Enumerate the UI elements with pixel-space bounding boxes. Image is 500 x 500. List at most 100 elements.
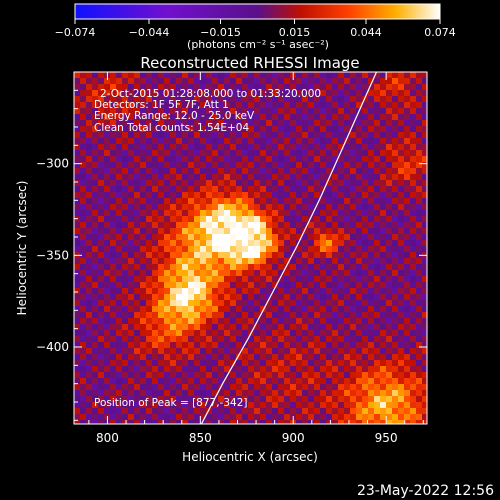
- heatmap-pixel: [302, 150, 308, 156]
- heatmap-pixel: [194, 72, 200, 78]
- heatmap-pixel: [278, 84, 284, 90]
- heatmap-pixel: [248, 402, 254, 408]
- heatmap-pixel: [92, 324, 98, 330]
- heatmap-pixel: [302, 246, 308, 252]
- heatmap-pixel: [320, 372, 326, 378]
- heatmap-pixel: [74, 78, 80, 84]
- heatmap-pixel: [230, 270, 236, 276]
- heatmap-pixel: [158, 258, 164, 264]
- heatmap-pixel: [218, 336, 224, 342]
- heatmap-pixel: [350, 228, 356, 234]
- heatmap-pixel: [422, 174, 427, 180]
- heatmap-pixel: [110, 204, 116, 210]
- heatmap-pixel: [170, 222, 176, 228]
- heatmap-pixel: [200, 324, 206, 330]
- heatmap-pixel: [212, 402, 218, 408]
- heatmap-pixel: [260, 162, 266, 168]
- heatmap-pixel: [242, 96, 248, 102]
- heatmap-pixel: [188, 126, 194, 132]
- heatmap-pixel: [248, 306, 254, 312]
- heatmap-pixel: [368, 90, 374, 96]
- heatmap-pixel: [86, 336, 92, 342]
- heatmap-pixel: [254, 138, 260, 144]
- heatmap-pixel: [278, 138, 284, 144]
- heatmap-pixel: [104, 318, 110, 324]
- heatmap-pixel: [146, 312, 152, 318]
- heatmap-pixel: [290, 306, 296, 312]
- heatmap-pixel: [272, 72, 278, 78]
- heatmap-pixel: [128, 342, 134, 348]
- heatmap-pixel: [290, 96, 296, 102]
- heatmap-pixel: [248, 378, 254, 384]
- heatmap-pixel: [308, 78, 314, 84]
- heatmap-pixel: [302, 396, 308, 402]
- heatmap-pixel: [416, 78, 422, 84]
- heatmap-pixel: [314, 216, 320, 222]
- heatmap-pixel: [266, 372, 272, 378]
- heatmap-pixel: [80, 252, 86, 258]
- heatmap-pixel: [332, 306, 338, 312]
- heatmap-pixel: [356, 180, 362, 186]
- heatmap-pixel: [122, 168, 128, 174]
- heatmap-pixel: [128, 126, 134, 132]
- heatmap-pixel: [398, 210, 404, 216]
- heatmap-pixel: [272, 342, 278, 348]
- heatmap-pixel: [110, 156, 116, 162]
- heatmap-pixel: [116, 168, 122, 174]
- heatmap-pixel: [80, 372, 86, 378]
- heatmap-pixel: [404, 294, 410, 300]
- heatmap-pixel: [272, 294, 278, 300]
- heatmap-pixel: [170, 84, 176, 90]
- heatmap-pixel: [194, 174, 200, 180]
- heatmap-pixel: [164, 174, 170, 180]
- heatmap-pixel: [356, 84, 362, 90]
- heatmap-pixel: [404, 270, 410, 276]
- heatmap-pixel: [230, 252, 236, 258]
- heatmap-pixel: [116, 138, 122, 144]
- heatmap-pixel: [332, 168, 338, 174]
- heatmap-pixel: [308, 126, 314, 132]
- heatmap-pixel: [236, 312, 242, 318]
- heatmap-pixel: [296, 378, 302, 384]
- heatmap-pixel: [110, 72, 116, 78]
- heatmap-pixel: [362, 384, 368, 390]
- heatmap-pixel: [140, 366, 146, 372]
- heatmap-pixel: [350, 252, 356, 258]
- heatmap-pixel: [344, 114, 350, 120]
- heatmap-pixel: [218, 114, 224, 120]
- heatmap-pixel: [338, 372, 344, 378]
- heatmap-pixel: [260, 396, 266, 402]
- heatmap-pixel: [416, 414, 422, 420]
- heatmap-pixel: [104, 132, 110, 138]
- heatmap-pixel: [152, 156, 158, 162]
- heatmap-pixel: [260, 108, 266, 114]
- heatmap-pixel: [380, 204, 386, 210]
- heatmap-pixel: [122, 306, 128, 312]
- heatmap-pixel: [302, 348, 308, 354]
- heatmap-pixel: [278, 390, 284, 396]
- heatmap-pixel: [416, 180, 422, 186]
- heatmap-pixel: [386, 330, 392, 336]
- heatmap-pixel: [176, 372, 182, 378]
- heatmap-pixel: [224, 228, 230, 234]
- heatmap-pixel: [320, 96, 326, 102]
- heatmap-pixel: [248, 318, 254, 324]
- heatmap-pixel: [164, 186, 170, 192]
- heatmap-pixel: [410, 144, 416, 150]
- heatmap-pixel: [254, 78, 260, 84]
- heatmap-pixel: [380, 210, 386, 216]
- heatmap-pixel: [386, 168, 392, 174]
- heatmap-pixel: [332, 222, 338, 228]
- heatmap-pixel: [212, 162, 218, 168]
- heatmap-pixel: [218, 234, 224, 240]
- heatmap-pixel: [350, 420, 356, 424]
- heatmap-pixel: [404, 264, 410, 270]
- heatmap-pixel: [386, 294, 392, 300]
- heatmap-pixel: [404, 114, 410, 120]
- heatmap-pixel: [242, 264, 248, 270]
- heatmap-pixel: [284, 300, 290, 306]
- heatmap-pixel: [410, 150, 416, 156]
- heatmap-pixel: [272, 324, 278, 330]
- heatmap-pixel: [332, 414, 338, 420]
- heatmap-pixel: [74, 126, 80, 132]
